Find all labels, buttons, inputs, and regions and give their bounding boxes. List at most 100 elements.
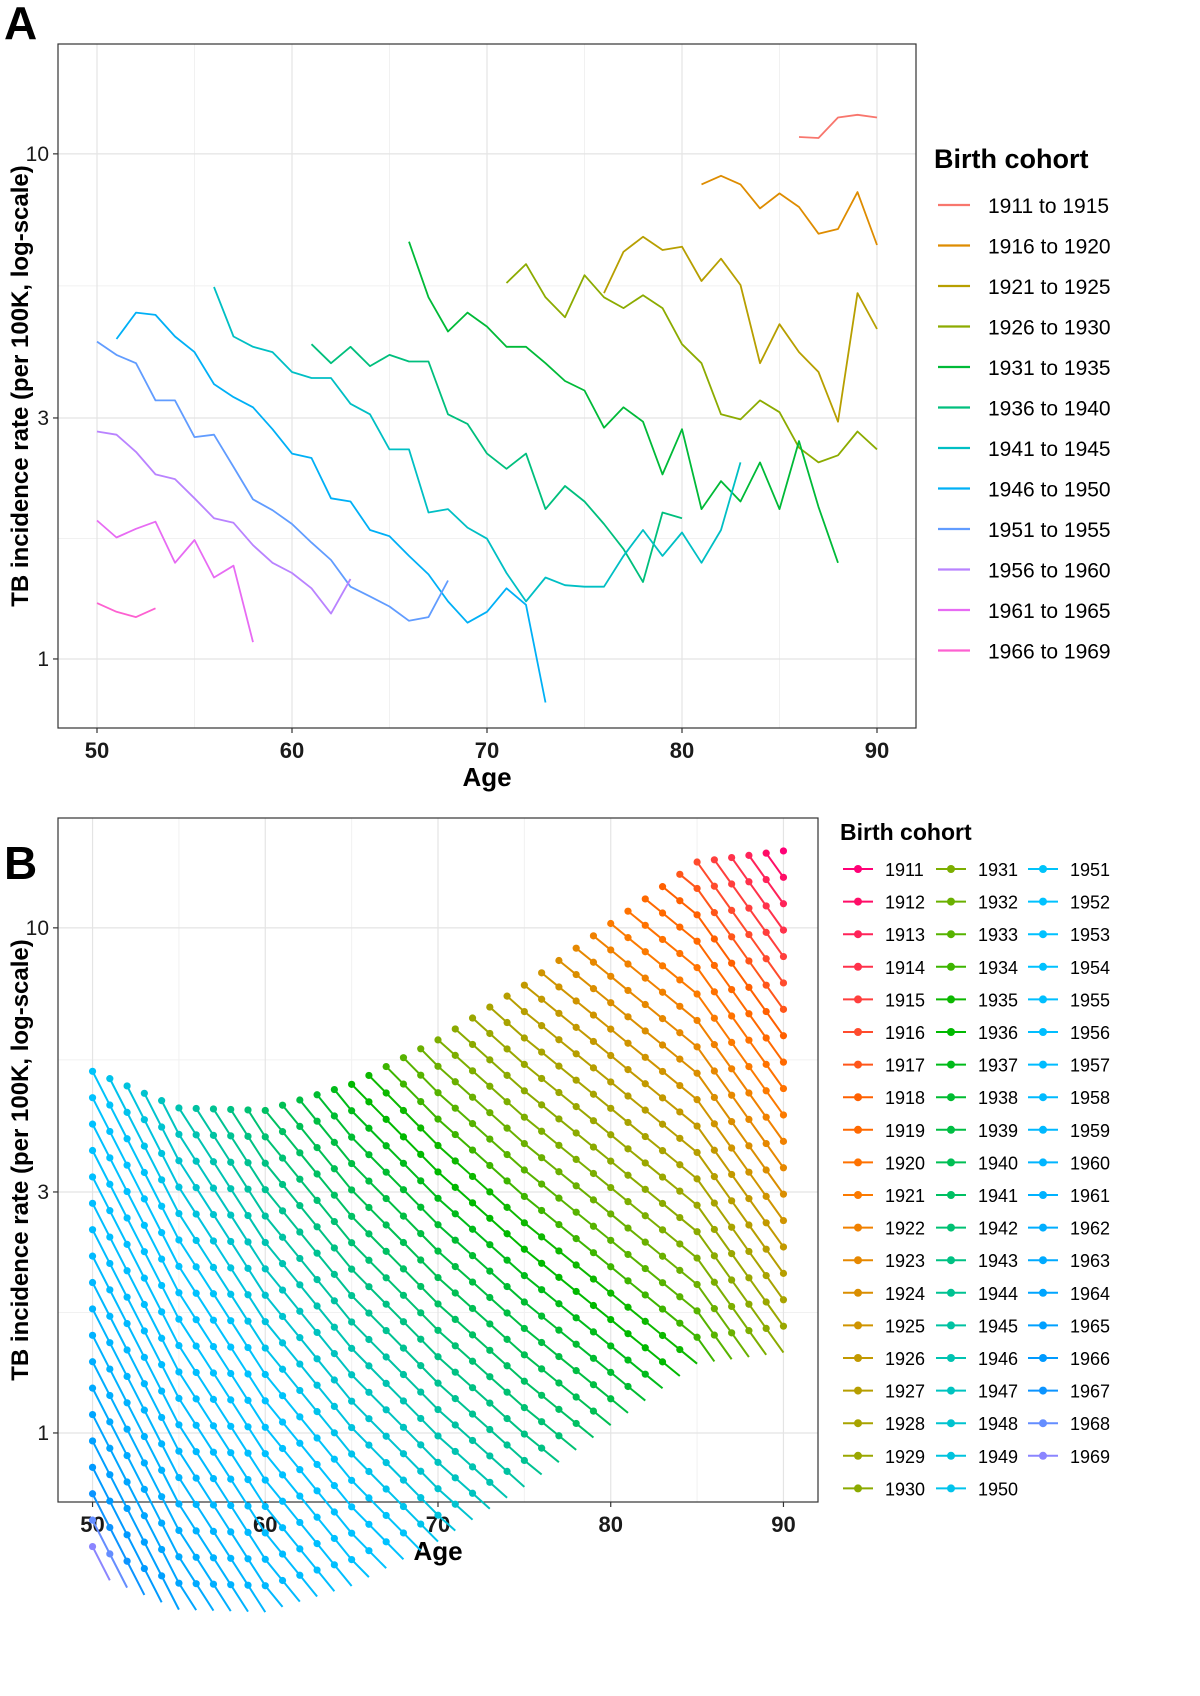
cohort-point xyxy=(693,990,701,998)
cohort-point xyxy=(278,1233,287,1241)
cohort-segment xyxy=(264,1321,284,1344)
panel-a-legend-label: 1916 to 1920 xyxy=(988,236,1111,259)
cohort-segment xyxy=(402,1294,422,1314)
cohort-point xyxy=(745,904,753,912)
panel-b-legend-key-dot xyxy=(1039,1321,1047,1330)
cohort-segment xyxy=(229,1135,249,1164)
cohort-segment xyxy=(299,1416,318,1439)
cohort-point xyxy=(486,1188,494,1196)
cohort-point xyxy=(296,1175,304,1183)
cohort-segment xyxy=(420,1153,439,1173)
panel-a-legend-title: Birth cohort xyxy=(934,144,1089,174)
cohort-segment xyxy=(679,1322,698,1339)
cohort-point xyxy=(762,1219,770,1227)
cohort-segment xyxy=(420,1417,439,1437)
cohort-segment xyxy=(126,1560,146,1596)
cohort-point xyxy=(762,928,770,936)
cohort-point xyxy=(762,849,770,857)
cohort-segment xyxy=(195,1398,215,1427)
cohort-point xyxy=(572,997,580,1005)
cohort-point xyxy=(762,1272,770,1280)
cohort-point xyxy=(278,1339,287,1347)
cohort-segment xyxy=(229,1425,249,1454)
panel-letter-a: A xyxy=(4,0,38,49)
cohort-segment xyxy=(713,1281,733,1308)
cohort-segment xyxy=(333,1194,353,1217)
panel-b-legend-label: 1966 xyxy=(1070,1349,1110,1369)
cohort-segment xyxy=(264,1268,284,1291)
cohort-point xyxy=(140,1327,148,1335)
cohort-point xyxy=(658,962,667,970)
cohort-segment xyxy=(368,1259,387,1279)
cohort-segment xyxy=(420,1285,439,1305)
cohort-segment xyxy=(454,1107,474,1125)
cohort-segment xyxy=(420,1074,439,1094)
panel-b-legend-key-dot xyxy=(947,1125,955,1134)
cohort-segment xyxy=(385,1329,405,1349)
cohort-segment xyxy=(143,1224,163,1260)
cohort-segment xyxy=(108,1500,128,1536)
cohort-segment xyxy=(592,1040,612,1057)
cohort-point xyxy=(278,1207,287,1215)
cohort-segment xyxy=(627,1068,646,1085)
cohort-segment xyxy=(541,1077,560,1094)
panel-b-legend-key-dot xyxy=(1039,1288,1047,1297)
cohort-point xyxy=(520,1007,528,1016)
cohort-segment xyxy=(316,1331,336,1355)
cohort-point xyxy=(641,1264,649,1273)
cohort-point xyxy=(382,1221,390,1229)
cohort-segment xyxy=(592,1278,612,1294)
cohort-segment xyxy=(160,1417,180,1452)
cohort-segment xyxy=(541,1104,560,1120)
cohort-segment xyxy=(91,1282,111,1317)
cohort-point xyxy=(538,1022,546,1030)
cohort-point xyxy=(728,906,736,914)
cohort-point xyxy=(330,1534,338,1543)
cohort-point xyxy=(658,1226,667,1234)
cohort-segment xyxy=(385,1277,405,1297)
cohort-segment xyxy=(661,1176,681,1192)
cohort-point xyxy=(468,1331,477,1339)
cohort-point xyxy=(693,1122,701,1130)
cohort-point xyxy=(451,1262,459,1271)
cohort-point xyxy=(244,1159,252,1167)
cohort-segment xyxy=(91,1176,111,1212)
cohort-point xyxy=(88,1437,97,1445)
cohort-point xyxy=(624,1198,632,1206)
cohort-segment xyxy=(368,1550,387,1569)
cohort-point xyxy=(365,1520,373,1528)
panel-b-legend-key-dot xyxy=(1039,1191,1047,1199)
cohort-segment xyxy=(91,1255,111,1291)
cohort-segment xyxy=(368,1127,387,1147)
cohort-point xyxy=(382,1379,390,1388)
cohort-point xyxy=(538,995,546,1003)
cohort-point xyxy=(140,1512,148,1520)
cohort-point xyxy=(468,1120,477,1128)
panel-a-y-tick-label: 3 xyxy=(37,407,49,430)
cohort-point xyxy=(227,1211,235,1219)
cohort-point xyxy=(313,1170,321,1178)
cohort-segment xyxy=(333,1537,353,1561)
cohort-point xyxy=(779,1190,788,1198)
panel-b-legend-label: 1967 xyxy=(1070,1382,1110,1402)
cohort-segment xyxy=(679,1031,698,1048)
cohort-segment xyxy=(350,1558,370,1578)
cohort-point xyxy=(503,1282,511,1291)
cohort-segment xyxy=(454,1133,474,1151)
cohort-point xyxy=(313,1487,321,1495)
cohort-segment xyxy=(661,965,681,981)
cohort-point xyxy=(417,1467,425,1475)
cohort-point xyxy=(468,1410,477,1418)
series-line-1941-to-1945 xyxy=(213,286,742,603)
cohort-point xyxy=(693,858,701,866)
cohort-segment xyxy=(541,1288,560,1305)
cohort-segment xyxy=(212,1451,232,1480)
cohort-segment xyxy=(229,1240,249,1269)
cohort-point xyxy=(538,1074,546,1083)
cohort-segment xyxy=(541,1315,560,1331)
panel-b-legend-key-dot xyxy=(947,930,955,939)
cohort-point xyxy=(503,1309,511,1317)
cohort-segment xyxy=(644,1241,664,1258)
cohort-point xyxy=(261,1318,269,1326)
cohort-segment xyxy=(437,1514,456,1532)
